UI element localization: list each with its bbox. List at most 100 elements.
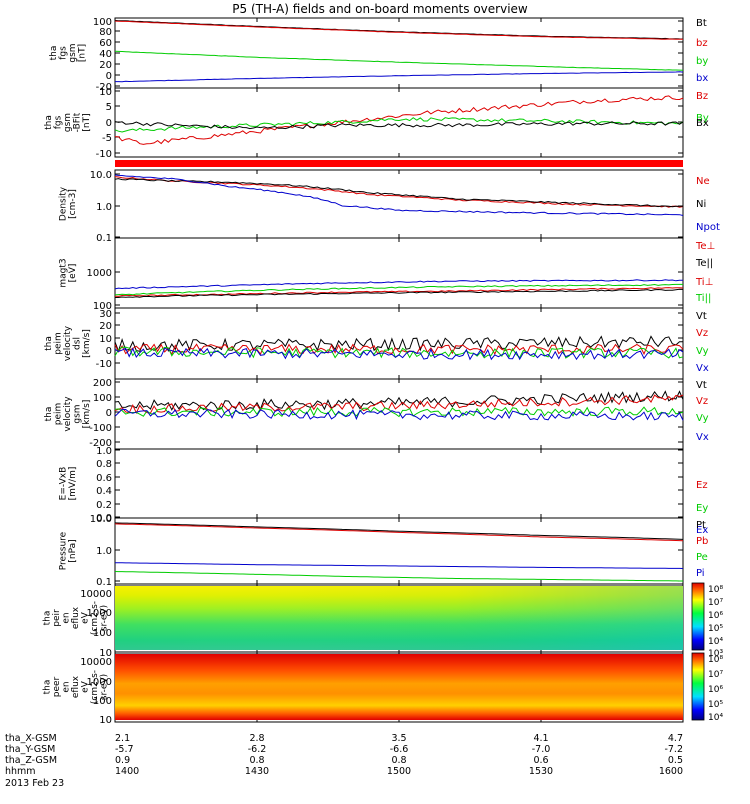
- y-tick-label: 10: [99, 715, 112, 726]
- y-tick-label: 1000: [87, 677, 112, 688]
- legend-entry: Vz: [696, 328, 708, 339]
- legend-entry: Pi: [696, 568, 705, 579]
- y-axis-label: [nT]: [82, 113, 92, 131]
- x-tick-value: 2.8: [249, 733, 264, 744]
- colorbar-tick-label: 10⁷: [708, 670, 723, 680]
- y-axis-label: magt3: [58, 258, 68, 287]
- y-tick-label: 80: [99, 27, 112, 38]
- legend-entry: Te||: [695, 258, 713, 269]
- y-axis-label: gsm: [68, 43, 78, 62]
- panel-frame: [114, 17, 684, 89]
- legend-entry: Ti⊥: [695, 277, 713, 288]
- y-tick-label: 200: [93, 378, 112, 389]
- y-tick-label: 0: [106, 118, 112, 129]
- panel-frame: [114, 448, 684, 519]
- y-tick-label: 10: [99, 334, 112, 345]
- x-axis-row-label: 2013 Feb 23: [5, 778, 64, 789]
- series-line-Vt: [114, 335, 684, 353]
- y-axis-label: [cm-3]: [68, 189, 78, 219]
- series-line-Bz: [114, 95, 684, 145]
- x-tick-value: 3.5: [391, 733, 406, 744]
- y-tick-label: 40: [99, 49, 112, 60]
- panel-8: 10.0 1.0 0.1 Pressure [nPa] Pt Pb Pe Pi: [58, 514, 708, 588]
- y-tick-label: 30: [99, 309, 112, 320]
- colorbar-tick-label: 10⁸: [708, 585, 723, 595]
- y-tick-label: 0.1: [96, 577, 112, 588]
- y-axis-label: [eV]: [68, 264, 78, 283]
- y-axis-label: tha: [43, 680, 53, 695]
- y-axis-label: en: [62, 612, 72, 623]
- y-tick-label: 0: [106, 346, 112, 357]
- legend-entry: Ni: [696, 199, 706, 210]
- panel-7: 1.0 0.8 0.6 0.4 0.2 0.0 E=-VxB [mV/m] Ez Ey Ex: [58, 446, 708, 536]
- y-axis-label: [km/s]: [82, 329, 92, 358]
- colorbar-tick-label: 10⁴: [708, 713, 723, 723]
- y-axis-label: [km/s]: [82, 400, 92, 429]
- legend-entry: Vt: [696, 311, 707, 322]
- series-line-Vy: [114, 406, 684, 418]
- y-axis-label: [mV/m]: [68, 467, 78, 501]
- y-axis-label: tha: [43, 611, 53, 626]
- legend-entry: Vx: [696, 363, 709, 374]
- panel-frame: [114, 378, 684, 450]
- x-axis-row-label: hhmm: [5, 766, 36, 777]
- series-line-Bx: [114, 121, 684, 130]
- series-line-Ni: [114, 178, 683, 208]
- y-axis-label: velocity: [63, 325, 73, 361]
- electron-spectrogram: [115, 654, 683, 720]
- y-tick-label: 0: [106, 408, 112, 419]
- series-line-Bt: [114, 19, 684, 40]
- legend-entry: bx: [696, 73, 708, 84]
- y-axis-label: peir: [52, 609, 62, 627]
- y-tick-label: 1.0: [96, 546, 112, 557]
- plot-title: P5 (TH-A) fields and on-board moments ov…: [232, 2, 528, 16]
- x-tick-value: -6.2: [248, 744, 267, 755]
- legend-entry: by: [696, 56, 708, 67]
- y-axis-label: tha: [44, 336, 54, 351]
- x-tick-value: 1400: [115, 766, 139, 777]
- y-tick-label: 10: [99, 87, 112, 98]
- x-tick-value: 1430: [245, 766, 269, 777]
- x-tick-value: 4.1: [533, 733, 548, 744]
- y-axis-label: eV: [81, 611, 91, 624]
- legend-entry: Ti||: [695, 293, 711, 304]
- y-tick-label: 0.8: [96, 459, 112, 470]
- panel-frame: [114, 237, 684, 309]
- y-axis-label: tha: [44, 407, 54, 422]
- panel-3: 10.0 1.0 0.1 Density [cm-3] Ne Ni Npot: [58, 169, 720, 244]
- legend-entry: Pe: [696, 552, 708, 563]
- red-separator-bar: [115, 160, 683, 167]
- y-tick-label: -100: [89, 423, 112, 434]
- legend-entry: Vz: [696, 396, 708, 407]
- series-line-Pe: [114, 571, 683, 582]
- colorbar-tick-label: 10⁴: [708, 637, 723, 647]
- y-axis-label: tha: [49, 46, 59, 61]
- x-tick-value: -6.6: [390, 744, 409, 755]
- y-axis-label: fgs: [54, 115, 64, 129]
- panel-frame: [114, 517, 684, 585]
- x-axis-row-label: tha_Y-GSM: [5, 744, 55, 755]
- y-axis-label: sr-eV): [100, 605, 110, 631]
- ion-colorbar: [691, 582, 705, 651]
- y-tick-label: 10: [99, 648, 112, 659]
- series-line-Vz: [114, 343, 684, 356]
- x-axis-row-label: tha_Z-GSM: [5, 755, 57, 766]
- x-tick-value: 0.9: [115, 755, 130, 766]
- y-axis-label: en: [62, 681, 72, 692]
- y-tick-label: -200: [89, 438, 112, 449]
- y-tick-label: 1000: [87, 608, 112, 619]
- panel-frame: [114, 87, 684, 158]
- x-tick-value: 1600: [659, 766, 683, 777]
- y-tick-label: -10: [96, 359, 112, 370]
- y-tick-label: -20: [96, 82, 112, 93]
- colorbar-tick-label: 10⁵: [708, 624, 723, 634]
- legend-entry: bz: [696, 38, 708, 49]
- series-line-Ti: [114, 283, 683, 296]
- y-tick-label: -5: [102, 133, 112, 144]
- y-axis-label: [nPa]: [68, 539, 78, 562]
- y-tick-label: 0.0: [96, 513, 112, 524]
- x-tick-value: 1530: [529, 766, 553, 777]
